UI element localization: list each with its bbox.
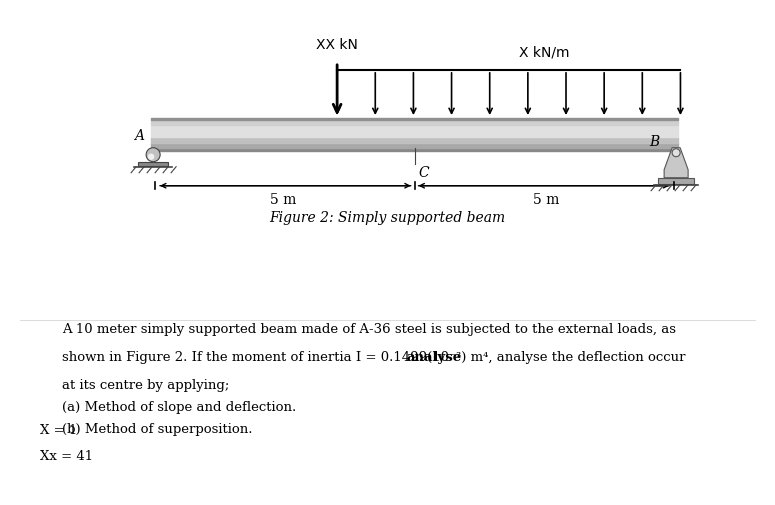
Bar xyxy=(151,118,678,120)
Text: A: A xyxy=(134,129,144,143)
Polygon shape xyxy=(664,147,688,178)
Bar xyxy=(151,125,678,136)
Circle shape xyxy=(146,147,160,162)
Circle shape xyxy=(672,148,680,157)
Text: Xx = 41: Xx = 41 xyxy=(40,450,93,464)
Text: 5 m: 5 m xyxy=(533,193,560,207)
Text: 5 m: 5 m xyxy=(270,193,296,207)
Text: X = 1: X = 1 xyxy=(40,424,78,436)
Text: XX kN: XX kN xyxy=(316,38,358,52)
Bar xyxy=(151,136,678,143)
Text: B: B xyxy=(649,135,660,149)
Bar xyxy=(151,147,678,150)
Text: (b) Method of superposition.: (b) Method of superposition. xyxy=(62,424,253,436)
Text: C: C xyxy=(418,166,429,180)
Text: A 10 meter simply supported beam made of A-36 steel is subjected to the external: A 10 meter simply supported beam made of… xyxy=(62,324,676,336)
Text: Figure 2: Simply supported beam: Figure 2: Simply supported beam xyxy=(270,211,505,225)
Bar xyxy=(658,178,694,184)
Text: X kN/m: X kN/m xyxy=(518,46,569,60)
Text: shown in Figure 2. If the moment of inertia I = 0.1499(10⁻³) m⁴, analyse the def: shown in Figure 2. If the moment of iner… xyxy=(62,351,686,365)
Text: (a) Method of slope and deflection.: (a) Method of slope and deflection. xyxy=(62,401,296,415)
Text: at its centre by applying;: at its centre by applying; xyxy=(62,379,229,392)
Text: analyse: analyse xyxy=(407,351,462,365)
Circle shape xyxy=(149,154,153,159)
Bar xyxy=(151,143,678,147)
Bar xyxy=(138,162,168,166)
Bar xyxy=(151,120,678,125)
